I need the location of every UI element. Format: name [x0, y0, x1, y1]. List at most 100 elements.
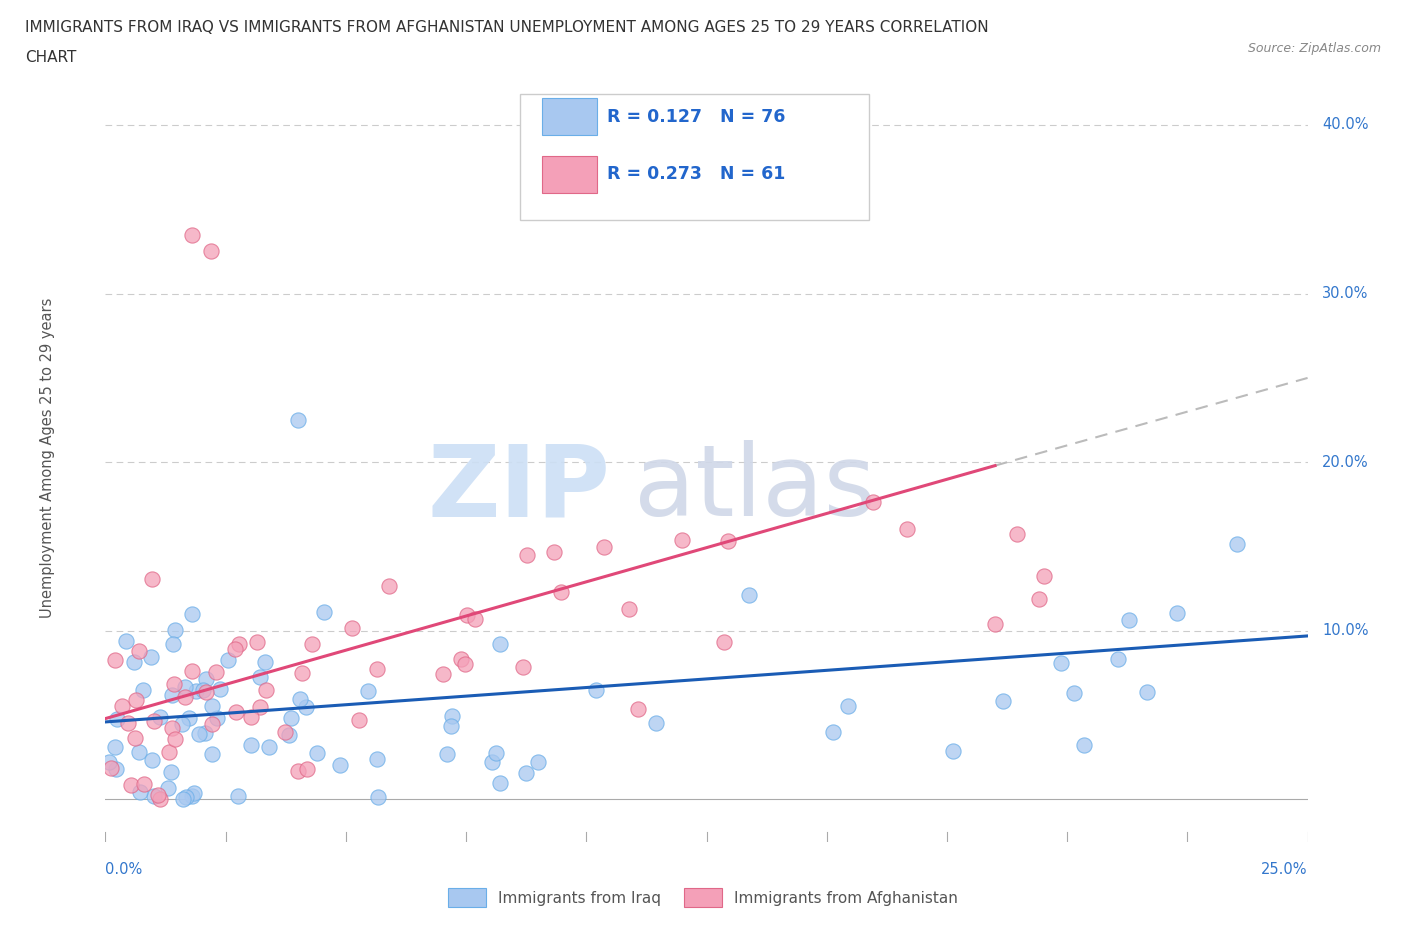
- Point: [160, 764, 183, 779]
- Text: 10.0%: 10.0%: [1322, 623, 1368, 638]
- Point: [290, 692, 312, 707]
- Point: [432, 667, 454, 682]
- Point: [837, 699, 859, 714]
- Text: 20.0%: 20.0%: [1322, 455, 1368, 470]
- Point: [821, 724, 844, 739]
- FancyBboxPatch shape: [541, 155, 598, 193]
- Point: [441, 709, 464, 724]
- Text: 0.0%: 0.0%: [105, 862, 142, 877]
- Point: [117, 716, 139, 731]
- Text: 30.0%: 30.0%: [1322, 286, 1368, 301]
- Text: R = 0.273   N = 61: R = 0.273 N = 61: [607, 166, 785, 183]
- Text: CHART: CHART: [25, 50, 77, 65]
- Point: [456, 608, 478, 623]
- Point: [738, 588, 761, 603]
- Point: [163, 677, 186, 692]
- Point: [1166, 605, 1188, 620]
- Point: [301, 637, 323, 652]
- Point: [515, 765, 537, 780]
- Point: [253, 655, 276, 670]
- Point: [287, 413, 309, 428]
- Point: [183, 785, 205, 800]
- Point: [181, 789, 204, 804]
- Point: [340, 621, 363, 636]
- Point: [367, 790, 389, 804]
- Point: [160, 687, 183, 702]
- Point: [896, 521, 918, 536]
- Point: [191, 683, 214, 698]
- Point: [128, 745, 150, 760]
- Point: [1136, 684, 1159, 699]
- Point: [366, 661, 388, 676]
- Point: [143, 713, 166, 728]
- Text: 25.0%: 25.0%: [1261, 862, 1308, 877]
- Point: [1226, 537, 1249, 551]
- Point: [489, 776, 512, 790]
- Point: [174, 790, 197, 804]
- Point: [105, 762, 128, 777]
- Point: [543, 545, 565, 560]
- FancyBboxPatch shape: [541, 99, 598, 135]
- Point: [349, 712, 371, 727]
- Point: [125, 692, 148, 707]
- Point: [527, 754, 550, 769]
- Point: [181, 607, 204, 622]
- Point: [280, 711, 302, 725]
- Point: [177, 711, 200, 725]
- Point: [228, 637, 250, 652]
- FancyBboxPatch shape: [520, 94, 869, 220]
- Point: [239, 737, 262, 752]
- Point: [200, 244, 222, 259]
- Point: [1118, 613, 1140, 628]
- Point: [98, 754, 121, 769]
- Point: [174, 689, 197, 704]
- Point: [105, 711, 128, 726]
- Text: R = 0.127   N = 76: R = 0.127 N = 76: [607, 108, 785, 126]
- Point: [645, 716, 668, 731]
- Point: [100, 761, 122, 776]
- Point: [274, 724, 297, 739]
- Point: [217, 653, 239, 668]
- Point: [488, 637, 510, 652]
- Point: [287, 764, 309, 778]
- Point: [104, 653, 127, 668]
- Point: [240, 710, 263, 724]
- Point: [163, 732, 186, 747]
- Point: [128, 643, 150, 658]
- Point: [312, 604, 335, 619]
- Point: [132, 777, 155, 791]
- Point: [983, 617, 1005, 631]
- Point: [160, 721, 183, 736]
- Point: [201, 717, 224, 732]
- Point: [1063, 685, 1085, 700]
- Point: [201, 747, 224, 762]
- Point: [1028, 591, 1050, 606]
- Point: [366, 751, 388, 766]
- Point: [111, 698, 134, 713]
- Point: [254, 683, 277, 698]
- Point: [205, 711, 228, 725]
- Point: [149, 791, 172, 806]
- Point: [512, 659, 534, 674]
- Point: [186, 684, 208, 699]
- Point: [139, 650, 162, 665]
- Point: [104, 739, 127, 754]
- Point: [277, 728, 299, 743]
- Point: [181, 663, 204, 678]
- Point: [143, 789, 166, 804]
- Text: IMMIGRANTS FROM IRAQ VS IMMIGRANTS FROM AFGHANISTAN UNEMPLOYMENT AMONG AGES 25 T: IMMIGRANTS FROM IRAQ VS IMMIGRANTS FROM …: [25, 20, 988, 35]
- Point: [259, 739, 281, 754]
- Point: [173, 680, 195, 695]
- Point: [294, 699, 316, 714]
- Point: [516, 548, 538, 563]
- Point: [485, 745, 508, 760]
- Point: [291, 666, 314, 681]
- Point: [124, 730, 146, 745]
- Point: [194, 725, 217, 740]
- Point: [172, 717, 194, 732]
- Point: [593, 539, 616, 554]
- Point: [129, 785, 152, 800]
- Point: [481, 755, 503, 770]
- Point: [188, 726, 211, 741]
- Point: [464, 612, 486, 627]
